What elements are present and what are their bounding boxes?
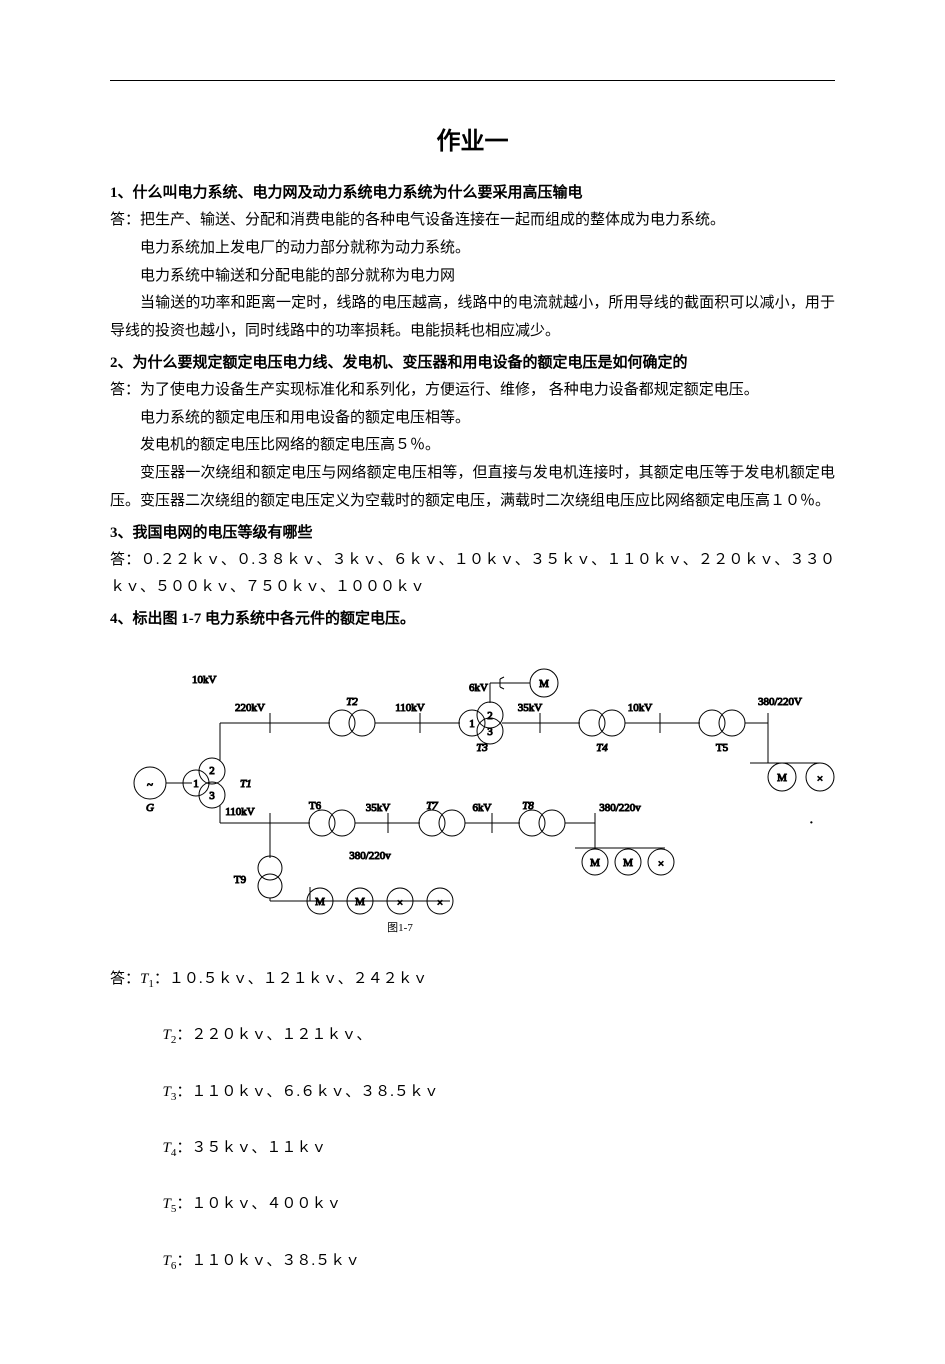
transformer-t6: T6 <box>309 800 355 836</box>
m-bot2: M <box>623 857 633 869</box>
q2-heading: 2、为什么要规定额定电压电力线、发电机、变压器和用电设备的额定电压是如何确定的 <box>110 350 835 377</box>
transformer-t2: T2 <box>329 696 375 736</box>
t3-w3: 3 <box>487 726 493 738</box>
label-380-220V: 380/220V <box>758 696 802 708</box>
label-10kv-right: 10kV <box>628 702 653 714</box>
t9-label: T9 <box>234 874 247 886</box>
q1-p3: 当输送的功率和距离一定时，线路的电压越高，线路中的电流就越小，所用导线的截面积可… <box>110 290 835 346</box>
transformer-t5: T5 <box>699 710 745 754</box>
ans-t3-val: ：１１０ｋｖ、６.６ｋｖ、３８.５ｋｖ <box>176 1084 439 1100</box>
q2-p1: 电力系统的额定电压和用电设备的额定电压相等。 <box>110 405 835 433</box>
transformer-t8: T8 <box>519 800 565 836</box>
q2-answer-lead: 答：为了使电力设备生产实现标准化和系列化，方便运行、维修， 各种电力设备都规定额… <box>110 377 835 405</box>
transformer-t9: T9 <box>234 856 282 898</box>
document-page: 作业一 1、什么叫电力系统、电力网及动力系统电力系统为什么要采用高压输电 答：把… <box>0 0 945 1364</box>
label-220kv: 220kV <box>235 702 265 714</box>
fig-caption: 图1-7 <box>387 921 413 933</box>
t3-label: T3 <box>476 742 488 754</box>
ans-t6-val: ：１１０ｋｖ、３８.５ｋｖ <box>176 1253 360 1269</box>
ans-t2-sym: T <box>163 1027 171 1043</box>
dot: . <box>810 814 813 826</box>
m-right: M <box>777 772 787 784</box>
t9-m2: M <box>355 896 365 908</box>
q1-heading: 1、什么叫电力系统、电力网及动力系统电力系统为什么要采用高压输电 <box>110 180 835 207</box>
x-right: × <box>817 773 823 785</box>
ans-t5-sym: T <box>163 1196 171 1212</box>
transformer-t4: T4 <box>579 710 625 754</box>
x-bot1: × <box>658 858 664 870</box>
label-6kv-bot: 6kV <box>473 802 492 814</box>
t2-label: T2 <box>346 696 358 708</box>
ans-t2-val: ：２２０ｋｖ、１２１ｋｖ、 <box>176 1027 371 1043</box>
t9-x2: × <box>437 897 443 909</box>
q4-heading: 4、标出图 1-7 电力系统中各元件的额定电压。 <box>110 606 835 633</box>
page-title: 作业一 <box>110 121 835 156</box>
q4-ans-4: T4：３５ｋｖ、１１ｋｖ <box>163 1135 836 1163</box>
q4-ans-3: T3：１１０ｋｖ、６.６ｋｖ、３８.５ｋｖ <box>163 1079 836 1107</box>
ans-t3-sym: T <box>163 1084 171 1100</box>
label-35kv-bot: 35kV <box>366 802 391 814</box>
t5-label: T5 <box>716 742 729 754</box>
q2-p2: 发电机的额定电压比网络的额定电压高５％。 <box>110 432 835 460</box>
q3-heading: 3、我国电网的电压等级有哪些 <box>110 520 835 547</box>
gen-label: G <box>146 802 154 814</box>
ans-t5-val: ：１０ｋｖ、４００ｋｖ <box>176 1196 341 1212</box>
ans-t1-val: ：１０.５ｋｖ、１２１ｋｖ、２４２ｋｖ <box>154 971 428 987</box>
q1-p1: 电力系统加上发电厂的动力部分就称为动力系统。 <box>110 235 835 263</box>
transformer-t7: T7 <box>419 800 465 836</box>
circuit-svg: ~ G 10kV 1 2 3 T1 <box>120 643 840 933</box>
q1-p2: 电力系统中输送和分配电能的部分就称为电力网 <box>110 263 835 291</box>
t9-x1: × <box>397 897 403 909</box>
t3-w2: 2 <box>487 710 493 722</box>
q4-ans-5: T5：１０ｋｖ、４００ｋｖ <box>163 1191 836 1219</box>
label-110kv-top: 110kV <box>395 702 425 714</box>
label-380-220-bot: 380/220v <box>599 802 641 814</box>
ans-t4-sym: T <box>163 1140 171 1156</box>
t1-label: T1 <box>240 778 252 790</box>
label-6kv-top: 6kV <box>469 682 488 694</box>
label-35kv-top: 35kV <box>518 702 543 714</box>
label-380-220-t9: 380/220v <box>349 850 391 862</box>
t8-label: T8 <box>522 800 534 812</box>
t6-label: T6 <box>309 800 322 812</box>
circuit-diagram: ~ G 10kV 1 2 3 T1 <box>120 643 840 938</box>
t7-label: T7 <box>426 800 438 812</box>
label-110kv-bot: 110kV <box>225 806 255 818</box>
m-bot1: M <box>590 857 600 869</box>
q3-answer: 答：０.２２ｋｖ、０.３８ｋｖ、３ｋｖ、６ｋｖ、１０ｋｖ、３５ｋｖ、１１０ｋｖ、… <box>110 547 835 603</box>
transformer-t1: 1 2 3 T1 <box>183 758 252 808</box>
t9-m1: M <box>315 896 325 908</box>
ans-lead: 答： <box>110 971 140 987</box>
q4-ans-6: T6：１１０ｋｖ、３８.５ｋｖ <box>163 1248 836 1276</box>
m-top: M <box>539 678 549 690</box>
q4-ans-1: 答：T1：１０.５ｋｖ、１２１ｋｖ、２４２ｋｖ <box>110 966 835 994</box>
q2-p3: 变压器一次绕组和额定电压与网络额定电压相等，但直接与发电机连接时，其额定电压等于… <box>110 460 835 516</box>
label-10kv-left: 10kV <box>192 674 217 686</box>
t1-w1: 1 <box>193 778 199 790</box>
gen-tilde: ~ <box>147 779 153 791</box>
t1-w3: 3 <box>209 790 215 802</box>
top-rule <box>110 80 835 81</box>
ans-t6-sym: T <box>163 1253 171 1269</box>
ans-t4-val: ：３５ｋｖ、１１ｋｖ <box>176 1140 326 1156</box>
q4-ans-2: T2：２２０ｋｖ、１２１ｋｖ、 <box>163 1022 836 1050</box>
t4-label: T4 <box>596 742 608 754</box>
t3-w1: 1 <box>469 718 475 730</box>
q1-answer-lead: 答：把生产、输送、分配和消费电能的各种电气设备连接在一起而组成的整体成为电力系统… <box>110 207 835 235</box>
t1-w2: 2 <box>209 765 215 777</box>
transformer-t3: 1 2 3 T3 <box>459 702 503 754</box>
